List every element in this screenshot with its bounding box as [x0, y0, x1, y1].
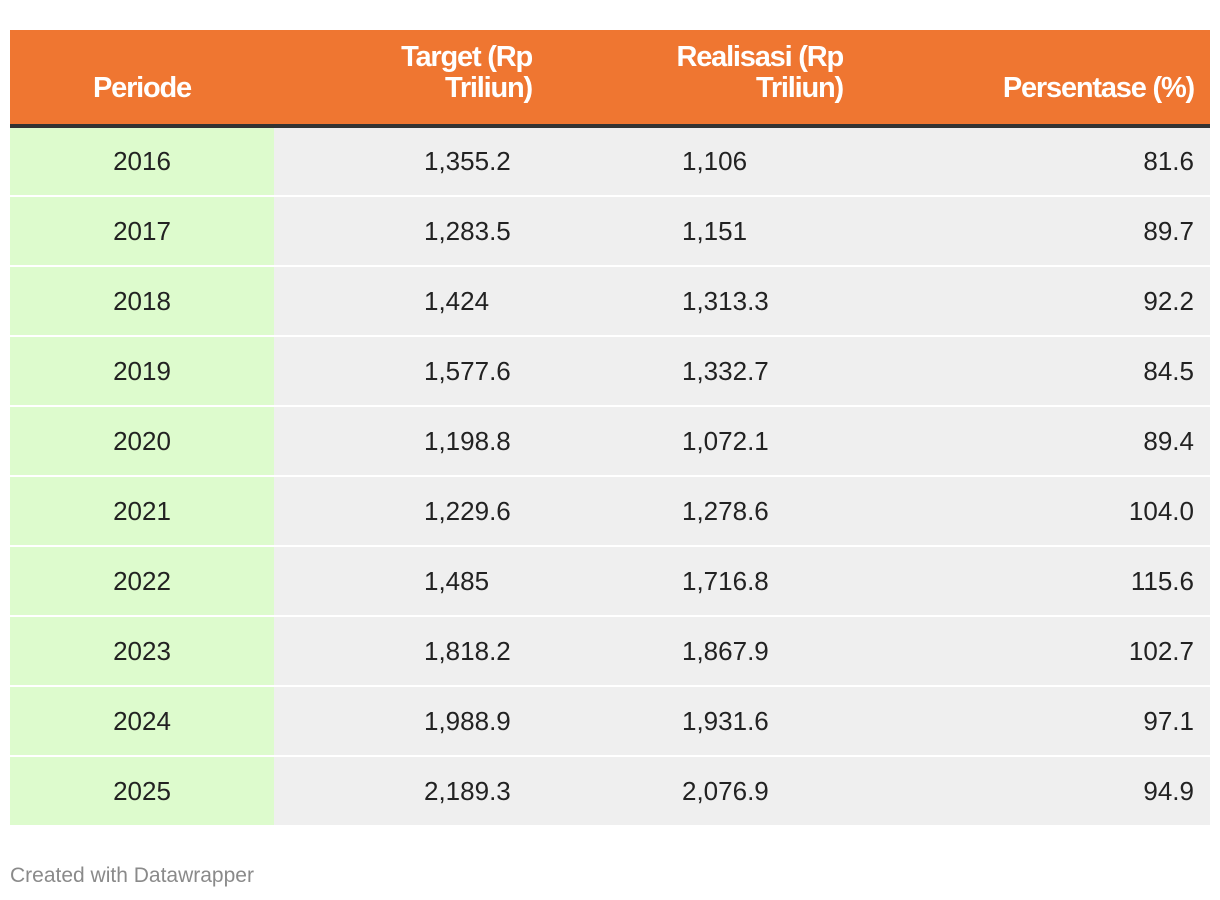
cell-persentase: 84.5: [843, 336, 1210, 407]
table-row: 2016 1,355.2 1,106 81.6: [10, 126, 1210, 197]
cell-realisasi: 1,332.7: [532, 336, 843, 407]
header-realisasi-line1: Realisasi (Rp: [676, 41, 844, 73]
datawrapper-credit: Created with Datawrapper: [10, 864, 254, 887]
header-periode-label: Periode: [93, 72, 192, 104]
table-row: 2023 1,818.2 1,867.9 102.7: [10, 616, 1210, 687]
table-row: 2018 1,424 1,313.3 92.2: [10, 266, 1210, 337]
header-target-line2: Triliun): [444, 72, 533, 104]
cell-periode: 2023: [10, 616, 274, 687]
cell-target: 2,189.3: [274, 756, 532, 827]
header-persentase-label: Persentase (%): [1002, 72, 1195, 104]
cell-target: 1,424: [274, 266, 532, 337]
header-realisasi: Realisasi (Rp Triliun): [532, 30, 844, 128]
cell-realisasi: 1,867.9: [532, 616, 843, 687]
table-row: 2024 1,988.9 1,931.6 97.1: [10, 686, 1210, 757]
table-header: Periode Target (Rp Triliun) Realisasi (R…: [10, 30, 1210, 128]
cell-persentase: 104.0: [843, 476, 1210, 547]
cell-target: 1,485: [274, 546, 532, 617]
cell-persentase: 97.1: [843, 686, 1210, 757]
cell-target: 1,355.2: [274, 126, 532, 197]
header-target-line1: Target (Rp: [401, 41, 533, 73]
cell-persentase: 102.7: [843, 616, 1210, 687]
cell-persentase: 89.4: [843, 406, 1210, 477]
cell-periode: 2020: [10, 406, 274, 477]
cell-periode: 2017: [10, 196, 274, 267]
cell-persentase: 115.6: [843, 546, 1210, 617]
header-persentase: Persentase (%): [843, 30, 1210, 128]
data-table: Periode Target (Rp Triliun) Realisasi (R…: [10, 30, 1210, 827]
header-row: Periode Target (Rp Triliun) Realisasi (R…: [10, 30, 1210, 128]
cell-realisasi: 1,278.6: [532, 476, 843, 547]
cell-periode: 2021: [10, 476, 274, 547]
table-row: 2020 1,198.8 1,072.1 89.4: [10, 406, 1210, 477]
cell-realisasi: 1,313.3: [532, 266, 843, 337]
cell-target: 1,988.9: [274, 686, 532, 757]
cell-periode: 2016: [10, 126, 274, 197]
cell-realisasi: 1,106: [532, 126, 843, 197]
table-row: 2017 1,283.5 1,151 89.7: [10, 196, 1210, 267]
cell-target: 1,818.2: [274, 616, 532, 687]
header-target: Target (Rp Triliun): [274, 30, 533, 128]
cell-target: 1,283.5: [274, 196, 532, 267]
table-row: 2019 1,577.6 1,332.7 84.5: [10, 336, 1210, 407]
cell-periode: 2025: [10, 756, 274, 827]
cell-persentase: 89.7: [843, 196, 1210, 267]
cell-realisasi: 1,931.6: [532, 686, 843, 757]
cell-persentase: 94.9: [843, 756, 1210, 827]
table-body: 2016 1,355.2 1,106 81.6 2017 1,283.5 1,1…: [10, 126, 1210, 827]
cell-realisasi: 2,076.9: [532, 756, 843, 827]
cell-target: 1,198.8: [274, 406, 532, 477]
table-row: 2021 1,229.6 1,278.6 104.0: [10, 476, 1210, 547]
cell-target: 1,229.6: [274, 476, 532, 547]
table-row: 2025 2,189.3 2,076.9 94.9: [10, 756, 1210, 827]
data-table-container: Periode Target (Rp Triliun) Realisasi (R…: [10, 30, 1210, 827]
cell-realisasi: 1,072.1: [532, 406, 843, 477]
cell-periode: 2024: [10, 686, 274, 757]
cell-realisasi: 1,151: [532, 196, 843, 267]
cell-realisasi: 1,716.8: [532, 546, 843, 617]
cell-periode: 2018: [10, 266, 274, 337]
cell-persentase: 92.2: [843, 266, 1210, 337]
cell-periode: 2019: [10, 336, 274, 407]
cell-persentase: 81.6: [843, 126, 1210, 197]
cell-target: 1,577.6: [274, 336, 532, 407]
table-row: 2022 1,485 1,716.8 115.6: [10, 546, 1210, 617]
cell-periode: 2022: [10, 546, 274, 617]
header-periode: Periode: [10, 30, 274, 128]
header-realisasi-line2: Triliun): [755, 72, 844, 104]
